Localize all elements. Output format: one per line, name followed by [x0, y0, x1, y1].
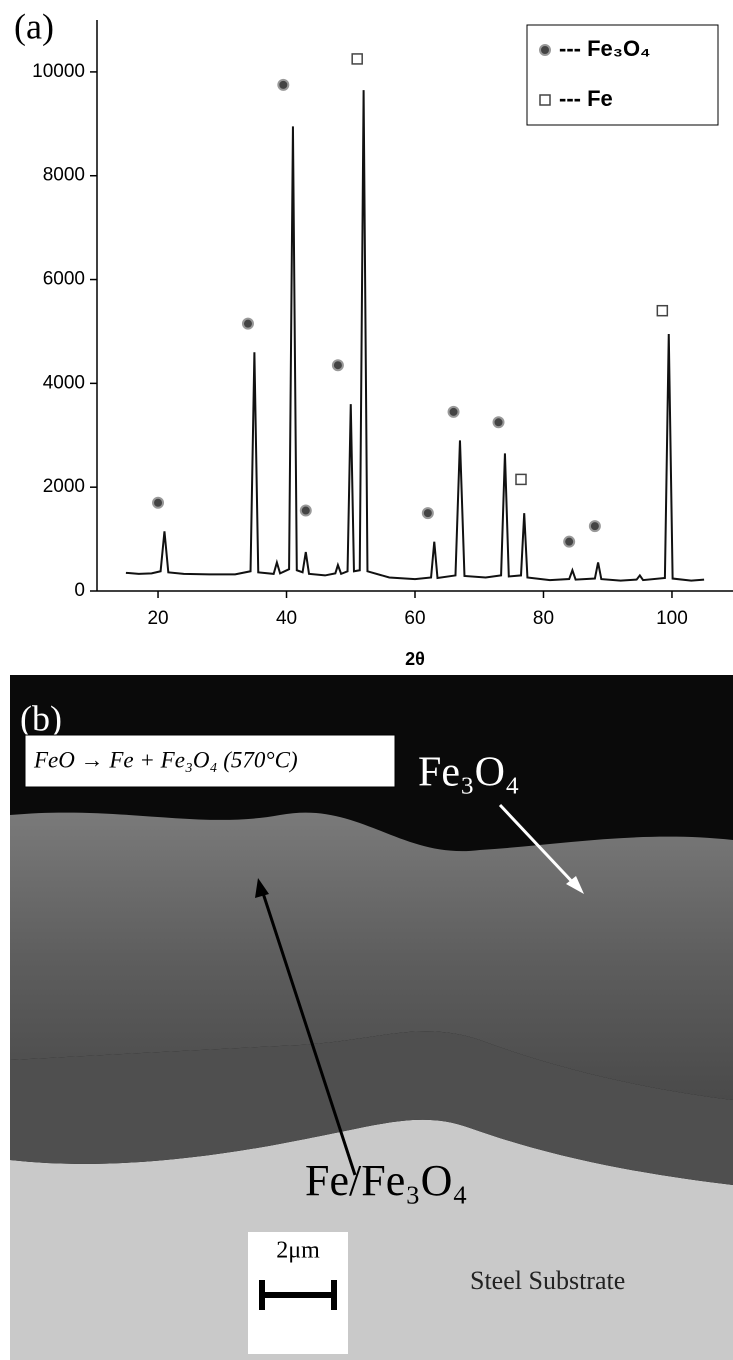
arrowhead — [255, 878, 269, 898]
y-tick-label: 8000 — [43, 165, 85, 186]
y-tick-label: 0 — [74, 580, 85, 601]
legend-symbol — [539, 44, 551, 56]
fe3o4-marker — [447, 405, 460, 418]
oxide-layer — [10, 812, 733, 1100]
fe3o4-marker — [277, 78, 290, 91]
arrow — [260, 889, 357, 1176]
reaction-box — [24, 734, 396, 788]
scale-bar — [259, 1280, 337, 1310]
legend-box — [526, 24, 719, 126]
x-tick-label: 100 — [656, 608, 688, 629]
arrowhead — [566, 876, 584, 894]
fe3o4-marker — [299, 504, 312, 517]
mixed-layer — [10, 1031, 733, 1185]
sem-image: (b) Fe₃O₄ FeO → Fe + Fe₃O₄ (570°C) Fe/Fe… — [10, 675, 733, 1360]
reaction: FeO → Fe + Fe₃O₄ (570°C) — [33, 747, 298, 772]
fe3o4-marker — [331, 359, 344, 372]
phase-label: Fe₃O₄ — [418, 750, 520, 796]
y-tick-label: 4000 — [43, 372, 85, 393]
fe-marker — [351, 53, 363, 65]
fe3o4-marker — [241, 317, 254, 330]
fe3o4-marker — [563, 535, 576, 548]
panel-label: (b) — [20, 698, 62, 738]
scale-label: 2μm — [276, 1238, 320, 1264]
fe-marker — [515, 473, 527, 486]
x-axis-label: 2θ — [405, 649, 425, 669]
y-tick-label: 10000 — [32, 61, 85, 82]
x-tick-label: 20 — [147, 608, 168, 629]
legend-label: --- Fe₃O₄ — [559, 36, 651, 61]
legend-symbol — [539, 94, 551, 106]
fe3o4-marker — [421, 507, 434, 520]
x-tick-label: 80 — [533, 608, 554, 629]
fe-marker — [656, 304, 669, 317]
substrate — [10, 1119, 733, 1360]
phase-label: Fe/Fe₃O₄ — [305, 1156, 468, 1205]
legend-label: --- Fe — [559, 86, 613, 111]
y-tick-label: 2000 — [43, 476, 85, 497]
substrate-label: Steel Substrate — [470, 1266, 625, 1295]
xrd-line — [125, 90, 705, 582]
x-tick-label: 60 — [404, 608, 425, 629]
panel-label: (a) — [14, 6, 54, 46]
arrow — [498, 803, 580, 890]
fe3o4-marker — [492, 416, 505, 429]
y-tick-label: 6000 — [43, 269, 85, 290]
x-tick-label: 40 — [276, 608, 297, 629]
fe3o4-marker — [152, 496, 165, 509]
fe3o4-marker — [588, 520, 601, 533]
